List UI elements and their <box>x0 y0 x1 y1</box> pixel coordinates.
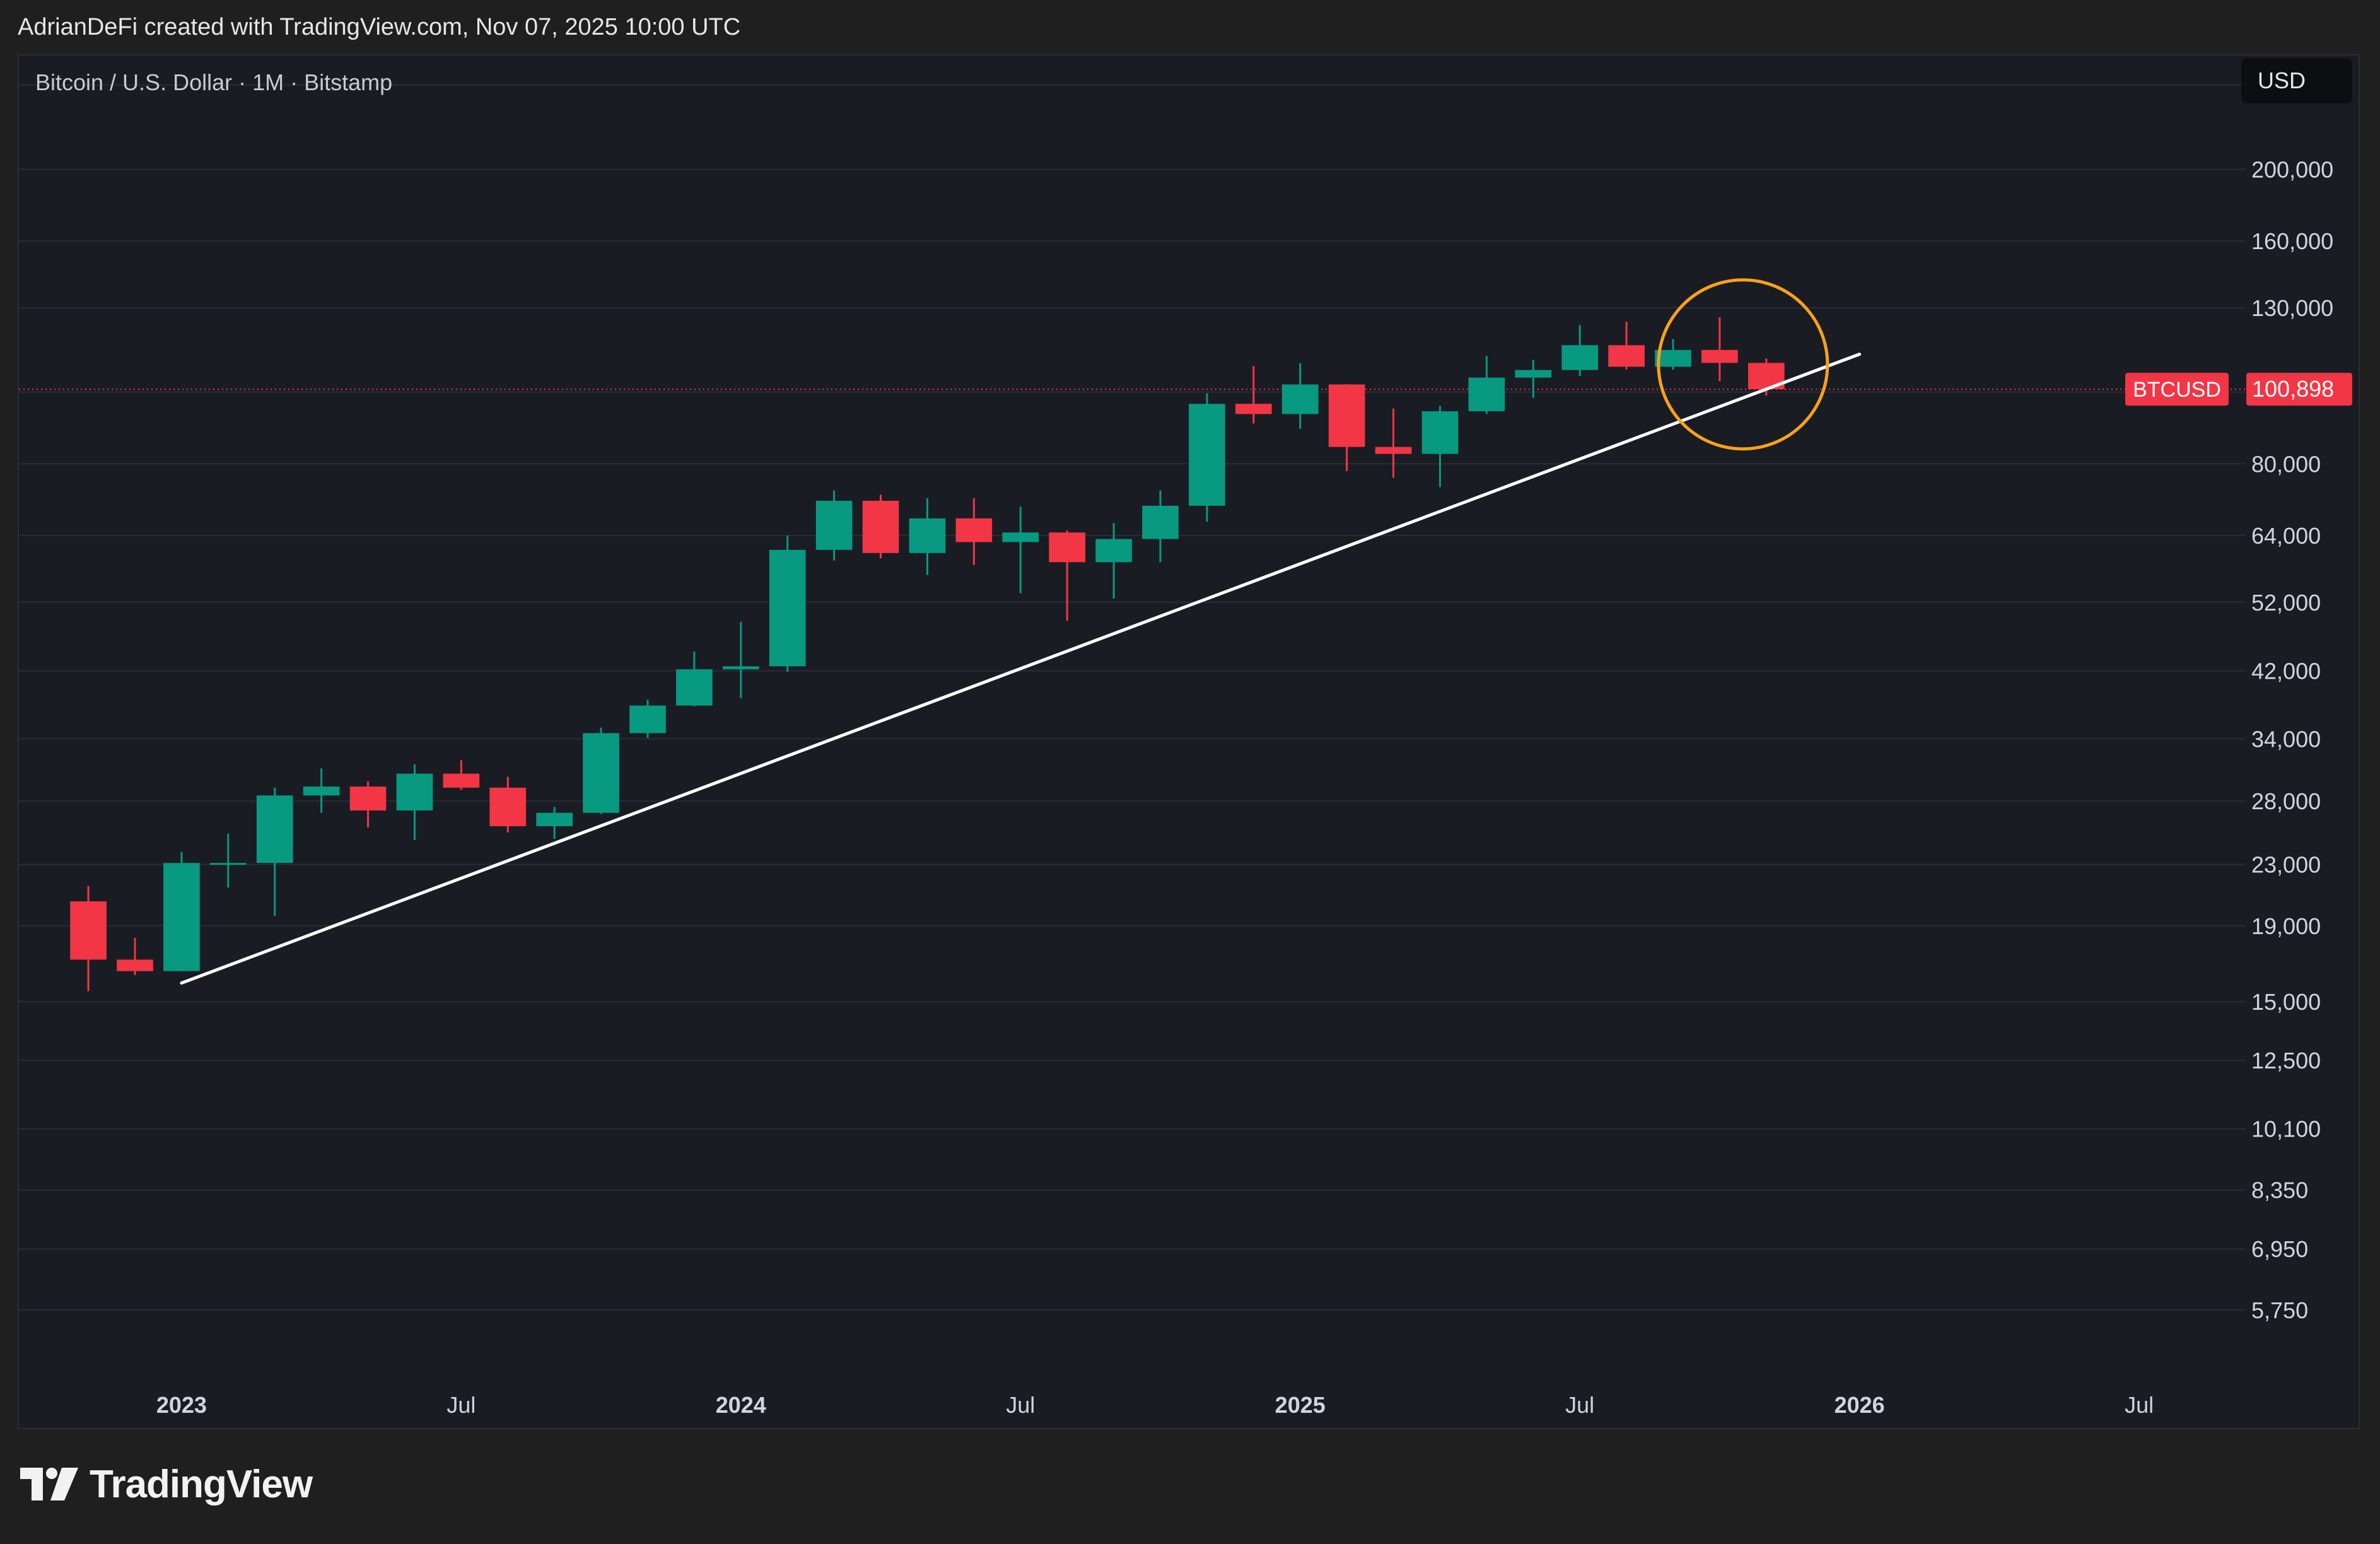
price-axis: 5,750 6,950 8,350 10,100 12,500 15,000 19,000 2… <box>2125 73 2352 1323</box>
candle-body[interactable] <box>349 787 387 810</box>
last-price-label: 100,898 <box>2252 376 2334 402</box>
price-tick-label: 42,000 <box>2251 658 2321 684</box>
candle-body[interactable] <box>1561 345 1599 370</box>
time-tick-label: Jul <box>1565 1392 1594 1418</box>
price-tick-label: 12,500 <box>2251 1048 2321 1073</box>
candle-body[interactable] <box>256 795 293 863</box>
candle-body[interactable] <box>862 500 899 553</box>
candle-body[interactable] <box>815 500 853 550</box>
candle-body[interactable] <box>769 549 806 667</box>
candle-body[interactable] <box>1281 384 1319 414</box>
candle-body[interactable] <box>722 666 759 670</box>
candle-body[interactable] <box>1515 370 1552 378</box>
price-tick-label: 160,000 <box>2251 228 2333 254</box>
candle-body[interactable] <box>1421 411 1459 454</box>
price-tick-label: 64,000 <box>2251 523 2321 549</box>
symbol-price-tag <box>2125 373 2229 406</box>
price-tick-label: 8,350 <box>2251 1178 2308 1203</box>
highlight-circle[interactable] <box>1657 278 1829 451</box>
tradingview-wordmark: TradingView <box>90 1462 313 1506</box>
time-tick-label: 2026 <box>1835 1392 1885 1418</box>
candle-body[interactable] <box>1095 539 1132 563</box>
candle-body[interactable] <box>1328 384 1365 447</box>
time-tick-label: 2025 <box>1275 1392 1326 1418</box>
tradingview-logo[interactable]: TradingView <box>20 1462 313 1506</box>
price-tick-label: 5,750 <box>2251 1297 2308 1323</box>
candle-body[interactable] <box>1002 532 1039 542</box>
price-tick-label: 200,000 <box>2251 156 2333 182</box>
grid-lines <box>19 84 2245 1311</box>
tradingview-logo-icon <box>20 1468 78 1500</box>
symbol-title: Bitcoin / U.S. Dollar · 1M · Bitstamp <box>35 69 393 95</box>
symbol-tag-label: BTCUSD <box>2133 378 2221 402</box>
time-tick-label: 2024 <box>716 1392 766 1418</box>
candlestick-chart[interactable]: 5,750 6,950 8,350 10,100 12,500 15,000 19,000 2… <box>19 56 2359 1428</box>
candle-body[interactable] <box>1142 505 1179 539</box>
currency-button[interactable]: USD <box>2241 58 2352 103</box>
candle-body[interactable] <box>583 733 619 813</box>
candle-body[interactable] <box>1655 349 1691 367</box>
attribution-text: AdrianDeFi created with TradingView.com,… <box>18 14 741 40</box>
candle-body[interactable] <box>489 787 527 826</box>
candle-body[interactable] <box>1608 345 1645 367</box>
price-tick-label: 15,000 <box>2251 989 2321 1015</box>
candle-body[interactable] <box>955 518 993 542</box>
candle-body[interactable] <box>1468 377 1505 412</box>
candle-body[interactable] <box>163 863 200 971</box>
price-tick-label: 130,000 <box>2251 295 2333 321</box>
candle-body[interactable] <box>303 787 340 796</box>
overlays <box>180 278 1862 985</box>
time-tick-label: Jul <box>2125 1392 2154 1418</box>
time-tick-label: Jul <box>446 1392 475 1418</box>
chart-panel[interactable]: 5,750 6,950 8,350 10,100 12,500 15,000 19,000 2… <box>18 54 2360 1429</box>
price-tick-label: 19,000 <box>2251 913 2321 939</box>
candle-body[interactable] <box>70 901 107 960</box>
candle-body[interactable] <box>443 773 480 788</box>
price-tick-label: 6,950 <box>2251 1236 2308 1262</box>
candle-body[interactable] <box>1189 404 1225 506</box>
candle-body[interactable] <box>676 669 713 706</box>
price-tick-label: 23,000 <box>2251 851 2321 877</box>
candle-body[interactable] <box>117 959 153 971</box>
time-tick-label: 2023 <box>156 1392 207 1418</box>
price-tick-label: 28,000 <box>2251 788 2321 814</box>
price-tick-label: 34,000 <box>2251 726 2321 752</box>
candle-body[interactable] <box>1701 349 1738 363</box>
candles <box>70 317 1785 991</box>
candle-body[interactable] <box>1235 404 1272 414</box>
candle-body[interactable] <box>209 863 247 865</box>
attribution-bar: AdrianDeFi created with TradingView.com,… <box>0 0 2380 54</box>
candle-body[interactable] <box>629 705 666 734</box>
price-tick-label: 52,000 <box>2251 590 2321 616</box>
candle-body[interactable] <box>1049 532 1086 563</box>
candle-body[interactable] <box>396 773 433 810</box>
candle-body[interactable] <box>536 812 573 826</box>
time-tick-label: Jul <box>1006 1392 1035 1418</box>
candle-body[interactable] <box>909 518 946 553</box>
candle-body[interactable] <box>1375 447 1412 454</box>
last-price-tag <box>2246 373 2352 406</box>
trendline[interactable] <box>180 353 1862 985</box>
price-tick-label: 10,100 <box>2251 1116 2321 1142</box>
price-tick-label: 80,000 <box>2251 451 2321 477</box>
time-axis: 2023 Jul 2024 Jul 2025 Jul 2026 Jul <box>156 1392 2154 1418</box>
